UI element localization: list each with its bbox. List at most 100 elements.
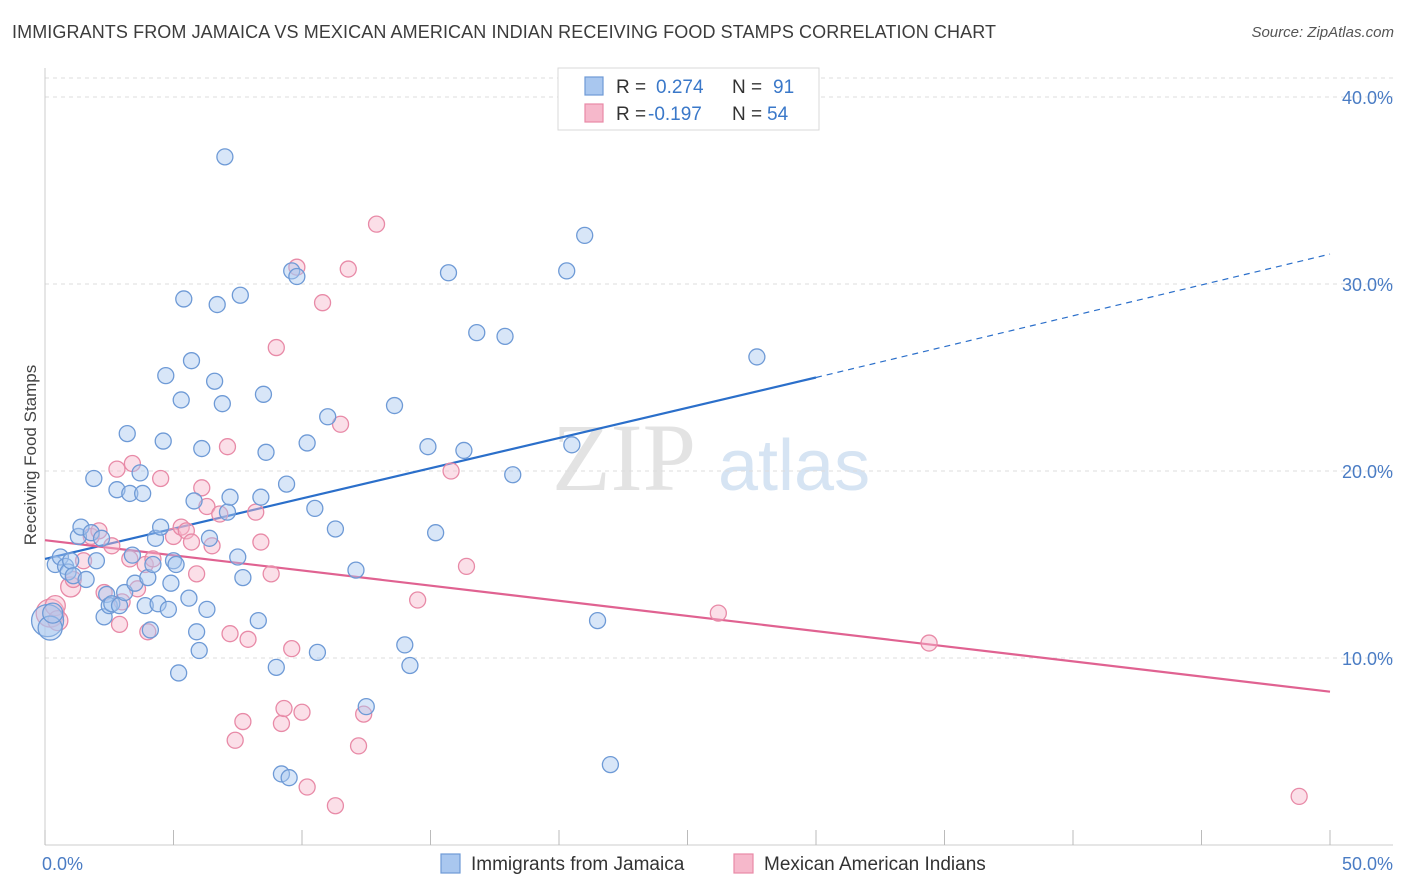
y-axis-title: Receiving Food Stamps <box>21 365 40 545</box>
data-point-jamaica <box>563 436 581 454</box>
data-point-jamaica <box>208 295 226 314</box>
data-point-mexican-american-indians <box>339 260 357 278</box>
data-point-mexican-american-indians <box>110 615 129 633</box>
trend-line-mexican-american-indians <box>44 539 1331 693</box>
data-point-mexican-american-indians <box>349 737 368 755</box>
legend-r-label: R = <box>616 104 646 125</box>
watermark-zip: ZIP <box>552 404 696 511</box>
bottom-legend-label-blue: Immigrants from Jamaica <box>471 854 685 875</box>
data-point-jamaica <box>267 658 285 676</box>
data-point-jamaica <box>62 552 80 570</box>
series-mexican-american-indians <box>35 215 1308 815</box>
axes <box>44 68 1393 846</box>
data-point-mexican-american-indians <box>74 552 93 570</box>
data-point-jamaica <box>252 488 270 506</box>
data-point-jamaica <box>51 548 70 566</box>
data-point-jamaica <box>468 323 486 342</box>
data-point-jamaica <box>95 608 113 626</box>
data-point-jamaica <box>496 327 514 346</box>
data-point-mexican-american-indians <box>920 634 938 652</box>
data-point-jamaica <box>213 395 231 413</box>
data-point-jamaica <box>396 636 414 654</box>
data-point-jamaica <box>308 643 327 662</box>
data-point-jamaica <box>234 568 252 587</box>
data-point-jamaica <box>131 464 149 482</box>
bottom-legend: Immigrants from Jamaica Mexican American… <box>440 853 986 875</box>
data-point-mexican-american-indians <box>298 778 316 796</box>
bottom-legend-swatch-blue <box>440 853 461 874</box>
data-point-mexican-american-indians <box>267 338 285 357</box>
data-point-mexican-american-indians <box>283 640 301 658</box>
data-point-mexican-american-indians <box>262 565 280 583</box>
data-point-jamaica <box>108 481 126 499</box>
data-point-jamaica <box>85 469 103 488</box>
data-point-jamaica <box>169 664 188 682</box>
data-point-jamaica <box>159 600 178 619</box>
data-point-jamaica <box>306 499 324 518</box>
legend-swatch-pink <box>584 103 604 123</box>
legend-n-label: N = <box>732 77 762 98</box>
data-point-jamaica <box>347 561 365 579</box>
data-point-jamaica <box>185 492 203 510</box>
data-point-jamaica <box>123 546 142 564</box>
data-point-jamaica <box>190 641 208 660</box>
data-point-jamaica <box>221 488 239 506</box>
legend-r-label: R = <box>616 77 646 98</box>
data-point-mexican-american-indians <box>193 479 211 497</box>
data-point-jamaica <box>42 602 64 624</box>
legend-box: R = 0.274 N = 91 R = -0.197 N = 54 <box>557 67 820 131</box>
data-point-jamaica <box>385 396 404 415</box>
data-point-mexican-american-indians <box>151 469 170 488</box>
data-point-jamaica <box>139 568 157 587</box>
data-point-mexican-american-indians <box>234 712 252 731</box>
data-point-mexican-american-indians <box>709 604 727 622</box>
data-point-jamaica <box>439 264 458 282</box>
data-point-mexican-american-indians <box>272 714 291 733</box>
data-point-jamaica <box>118 424 136 443</box>
data-point-jamaica <box>182 352 201 370</box>
data-point-jamaica <box>136 596 154 615</box>
data-point-mexican-american-indians <box>457 557 476 576</box>
data-point-mexican-american-indians <box>442 462 460 480</box>
data-point-jamaica <box>257 443 275 461</box>
data-point-mexican-american-indians <box>182 533 201 551</box>
data-point-jamaica <box>172 391 190 409</box>
data-point-jamaica <box>455 441 473 460</box>
data-point-jamaica <box>249 611 267 630</box>
data-point-jamaica <box>82 524 100 542</box>
data-point-jamaica <box>588 611 607 630</box>
chart-source: Source: ZipAtlas.com <box>1251 24 1394 41</box>
data-point-jamaica <box>216 148 234 166</box>
data-point-mexican-american-indians <box>247 503 265 521</box>
data-point-jamaica <box>157 366 175 385</box>
data-point-jamaica <box>134 484 152 503</box>
legend-n-value: 91 <box>773 77 794 98</box>
data-point-jamaica <box>64 567 82 585</box>
data-point-jamaica <box>110 596 129 615</box>
data-point-jamaica <box>254 385 273 403</box>
y-tick-label: 20.0% <box>1342 462 1393 482</box>
data-point-mexican-american-indians <box>275 699 293 718</box>
data-point-jamaica <box>326 520 345 538</box>
data-point-mexican-american-indians <box>226 731 244 749</box>
data-point-jamaica <box>218 503 237 521</box>
data-point-jamaica <box>504 466 522 484</box>
data-point-jamaica <box>601 755 620 774</box>
data-point-mexican-american-indians <box>221 625 239 643</box>
legend-r-value: -0.197 <box>648 104 702 125</box>
data-point-mexican-american-indians <box>293 703 311 721</box>
data-point-jamaica <box>558 262 576 280</box>
data-point-jamaica <box>154 432 172 450</box>
data-point-jamaica <box>576 226 594 245</box>
legend-swatch-blue <box>584 76 604 96</box>
data-point-jamaica <box>98 585 116 604</box>
series-immigrants-from-jamaica <box>30 148 766 787</box>
data-point-mexican-american-indians <box>252 533 270 551</box>
data-point-jamaica <box>298 434 316 452</box>
data-point-jamaica <box>149 595 167 613</box>
data-point-jamaica <box>231 286 249 304</box>
data-point-jamaica <box>72 518 90 536</box>
data-point-jamaica <box>144 555 162 574</box>
data-point-mexican-american-indians <box>1290 787 1308 806</box>
